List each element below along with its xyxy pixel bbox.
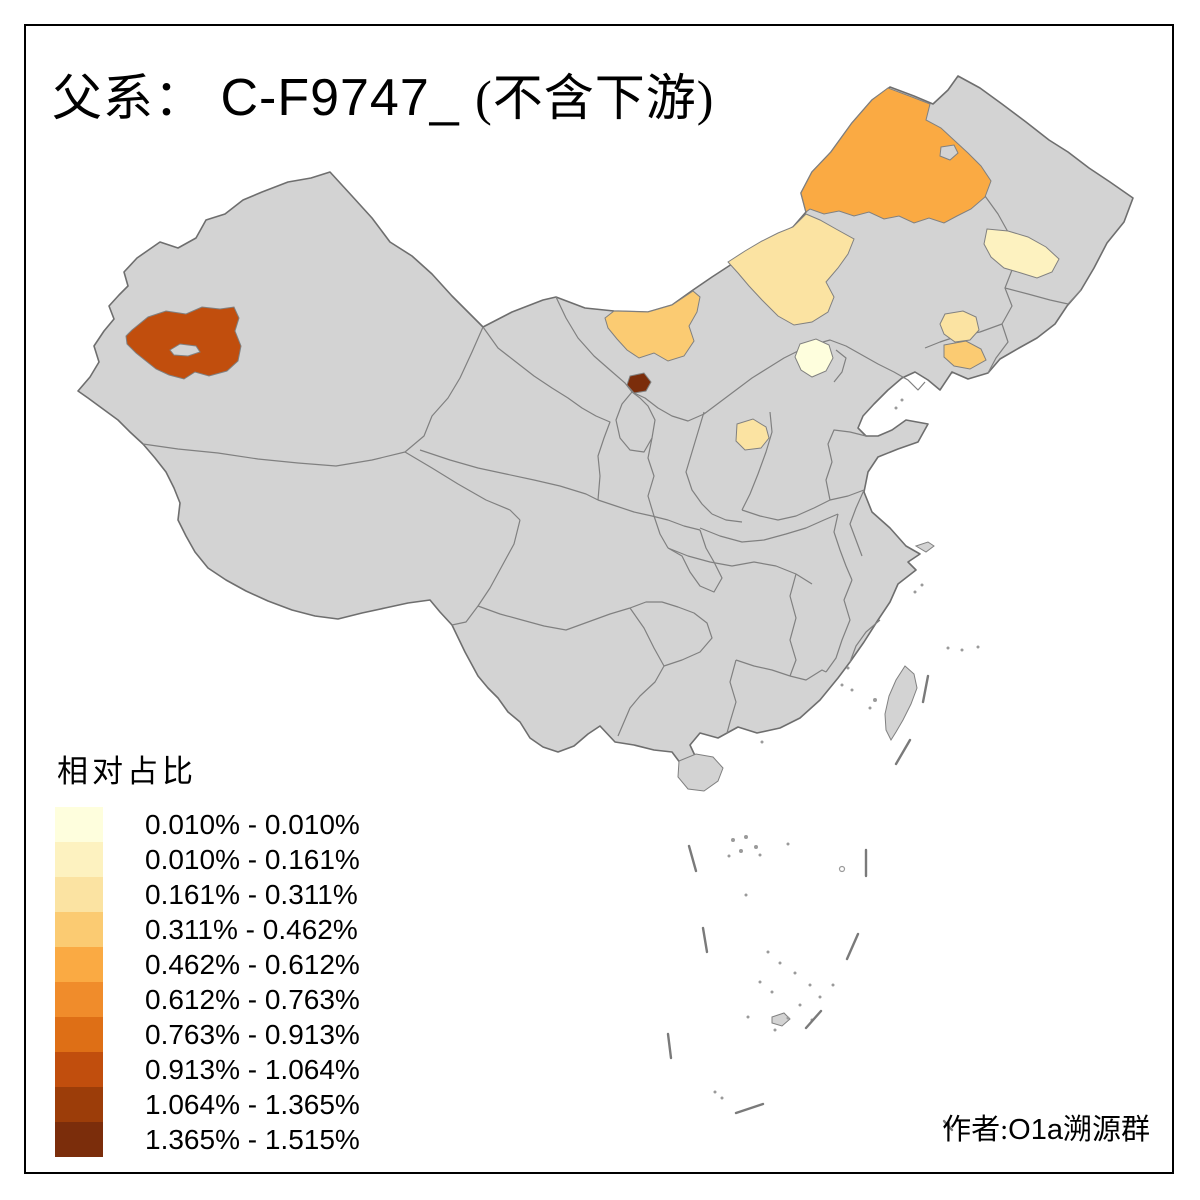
legend-swatch-9 [55,1122,103,1157]
legend-label-2: 0.161% - 0.311% [145,878,358,910]
islands [677,541,935,1027]
title-prefix: 父系： [52,70,205,126]
enclave-in-hulunbuir [939,144,959,161]
chongming-island [914,541,935,553]
legend-title: 相对占比 [57,754,197,789]
legend-swatch-8 [55,1087,103,1122]
legend-swatch-7 [55,1052,103,1087]
legend-row-4: 0.462% - 0.612% [55,947,360,982]
plot-frame [24,24,1174,1174]
attribution-suffix: 溯源群 [1062,1114,1150,1146]
hainan-island [677,753,724,792]
legend-swatch-3 [55,912,103,947]
coastal-and-sea-island-dots [713,398,980,1100]
region-wuhai-shizuishan [626,372,652,394]
legend-label-9: 1.365% - 1.515% [145,1123,360,1155]
region-shijiazhuang-hebei [735,418,770,451]
region-hulunbuir-inner-mongolia [800,87,992,224]
legend-swatch-4 [55,947,103,982]
legend-row-1: 0.010% - 0.161% [55,842,360,877]
legend-row-3: 0.311% - 0.462% [55,912,360,947]
legend-items: 0.010% - 0.010% 0.010% - 0.161% 0.161% - 0… [55,807,360,1157]
legend-label-0: 0.010% - 0.010% [145,808,360,840]
legend-row-6: 0.763% - 0.913% [55,1017,360,1052]
region-dandong-liaoning [943,340,987,370]
spratly-islet [771,1012,791,1027]
legend-swatch-2 [55,877,103,912]
legend: 相对占比 0.010% - 0.010% 0.010% - 0.161% 0.161… [55,746,360,1157]
region-beijing [794,338,834,378]
legend-swatch-5 [55,982,103,1017]
legend-label-6: 0.763% - 0.913% [145,1018,360,1050]
legend-row-9: 1.365% - 1.515% [55,1122,360,1157]
colored-regions [125,87,1060,451]
region-aksu-xinjiang [125,306,242,380]
attribution-prefix: 作者: [942,1114,1009,1146]
legend-swatch-6 [55,1017,103,1052]
nine-dash-line [666,674,954,1132]
enclave-in-aksu [169,343,201,357]
legend-swatch-0 [55,807,103,842]
legend-label-5: 0.612% - 0.763% [145,983,360,1015]
title-haplogroup: C-F9747_ [205,69,476,127]
region-enclaves [169,144,959,357]
taiwan-island [884,665,918,742]
legend-label-7: 0.913% - 1.064% [145,1053,360,1085]
title-suffix: (不含下游) [475,70,715,126]
legend-row-8: 1.064% - 1.365% [55,1087,360,1122]
legend-row-2: 0.161% - 0.311% [55,877,360,912]
legend-label-8: 1.064% - 1.365% [145,1088,360,1120]
legend-label-4: 0.462% - 0.612% [145,948,360,980]
region-xilingol-inner-mongolia [727,213,855,326]
page-title: 父系： C-F9747_ (不含下游) [52,58,714,130]
region-bayannur-inner-mongolia [604,290,701,362]
china-mainland-outline [77,75,1134,769]
legend-row-7: 0.913% - 1.064% [55,1052,360,1087]
province-borders [142,195,1082,737]
legend-label-3: 0.311% - 0.462% [145,913,358,945]
legend-row-5: 0.612% - 0.763% [55,982,360,1017]
legend-swatch-1 [55,842,103,877]
attribution: 作者:O1a溯源群 [942,1106,1150,1148]
legend-label-1: 0.010% - 0.161% [145,843,360,875]
region-fushun-liaoning [939,310,980,343]
legend-row-0: 0.010% - 0.010% [55,807,360,842]
attribution-name: O1a [1008,1114,1063,1146]
region-suihua-heilongjiang [983,228,1060,279]
